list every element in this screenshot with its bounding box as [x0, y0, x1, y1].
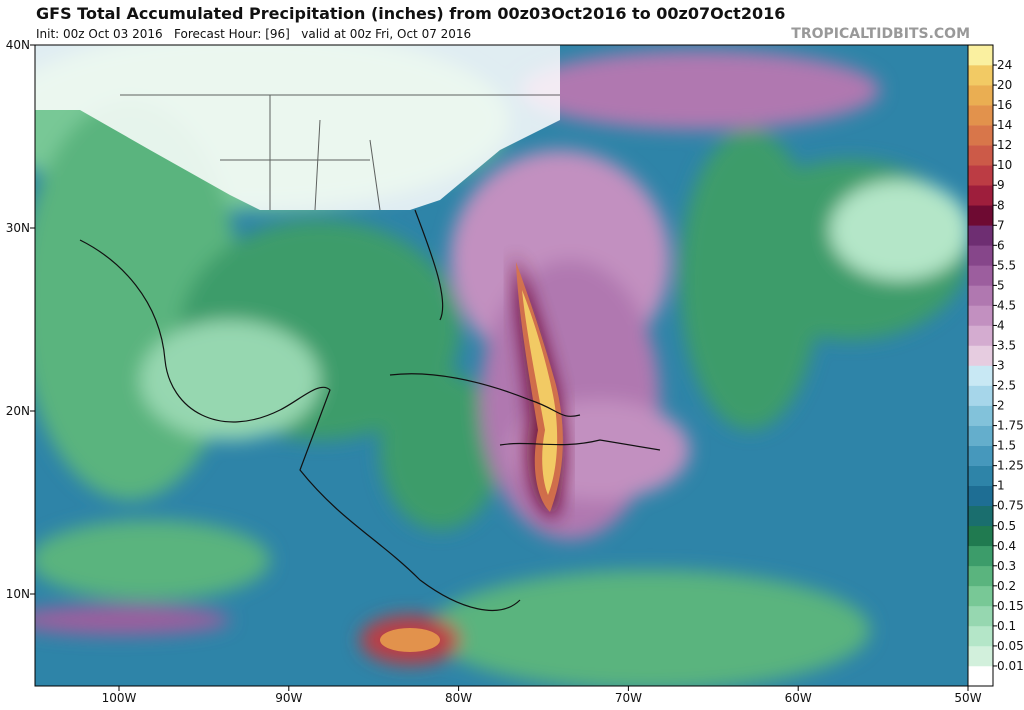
colorbar-swatch — [968, 405, 993, 426]
colorbar-swatch — [968, 205, 993, 226]
colorbar-swatch — [968, 585, 993, 607]
colorbar-label: 2.5 — [997, 379, 1016, 393]
lon-label: 60W — [785, 691, 812, 705]
colorbar-label: 10 — [997, 158, 1012, 172]
colorbar-label: 5 — [997, 278, 1005, 292]
colorbar-label: 16 — [997, 98, 1012, 112]
colorbar-label: 1.75 — [997, 419, 1024, 433]
colorbar-swatch — [968, 625, 993, 647]
colorbar-swatch — [968, 125, 993, 146]
colorbar-swatch — [968, 645, 993, 667]
colorbar-swatch — [968, 245, 993, 266]
lon-label: 50W — [954, 691, 981, 705]
colorbar-swatch — [968, 545, 993, 567]
colorbar-swatch — [968, 85, 993, 106]
colorbar-swatch — [968, 485, 993, 507]
lon-label: 70W — [615, 691, 642, 705]
colorbar-swatch — [968, 525, 993, 547]
colorbar-swatch — [968, 365, 993, 386]
colorbar-label: 0.1 — [997, 619, 1016, 633]
colorbar-label: 14 — [997, 118, 1012, 132]
lon-label: 80W — [445, 691, 472, 705]
colorbar-swatch — [968, 65, 993, 86]
colorbar-swatch — [968, 285, 993, 306]
colorbar-label: 0.75 — [997, 499, 1024, 513]
colorbar-swatch — [968, 425, 993, 446]
colorbar-label: 1.25 — [997, 459, 1024, 473]
colorbar-swatch — [968, 345, 993, 366]
colorbar-label: 6 — [997, 238, 1005, 252]
colorbar-label: 0.2 — [997, 579, 1016, 593]
colorbar-swatch — [968, 325, 993, 346]
colorbar-label: 0.01 — [997, 659, 1024, 673]
colorbar-label: 0.15 — [997, 599, 1024, 613]
colorbar-label: 9 — [997, 178, 1005, 192]
colorbar-label: 1 — [997, 479, 1005, 493]
colorbar-swatch — [968, 445, 993, 466]
colorbar-swatch — [968, 305, 993, 326]
lon-label: 90W — [275, 691, 302, 705]
colorbar-swatch — [968, 225, 993, 246]
colorbar-swatch — [968, 665, 993, 687]
colorbar-swatch — [968, 385, 993, 406]
colorbar-swatch — [968, 605, 993, 627]
colorbar-label: 0.3 — [997, 559, 1016, 573]
precip-field — [35, 45, 968, 686]
colorbar: 0.01 0.05 0.1 0.15 0.2 0.3 0.4 0.5 0.75 1 1.25 1.5 1… — [967, 44, 1024, 687]
colorbar-swatch — [968, 185, 993, 206]
colorbar-swatch — [968, 145, 993, 166]
colorbar-label: 20 — [997, 78, 1012, 92]
colorbar-label: 7 — [997, 218, 1005, 232]
colorbar-swatch — [968, 505, 993, 527]
colorbar-label: 4.5 — [997, 298, 1016, 312]
colorbar-label: 8 — [997, 198, 1005, 212]
colorbar-swatch — [968, 165, 993, 186]
colorbar-swatch — [968, 45, 993, 66]
lat-label: 40N — [6, 38, 30, 52]
colorbar-label: 5.5 — [997, 258, 1016, 272]
colorbar-label: 4 — [997, 318, 1005, 332]
colorbar-label: 1.5 — [997, 439, 1016, 453]
colorbar-label: 2 — [997, 399, 1005, 413]
lat-label: 30N — [6, 221, 30, 235]
colorbar-label: 0.4 — [997, 539, 1016, 553]
credit: TROPICALTIDBITS.COM — [791, 26, 970, 42]
lat-label: 10N — [6, 587, 30, 601]
title: GFS Total Accumulated Precipitation (inc… — [36, 4, 785, 23]
colorbar-label: 0.5 — [997, 519, 1016, 533]
colorbar-swatch — [968, 265, 993, 286]
colorbar-label: 12 — [997, 138, 1012, 152]
colorbar-label: 0.05 — [997, 639, 1024, 653]
colorbar-swatch — [968, 105, 993, 126]
colorbar-label: 3 — [997, 359, 1005, 373]
colorbar-swatch — [968, 565, 993, 587]
colorbar-label: 24 — [997, 58, 1012, 72]
lat-label: 20N — [6, 404, 30, 418]
subtitle: Init: 00z Oct 03 2016 Forecast Hour: [96… — [36, 27, 471, 41]
colorbar-swatch — [968, 465, 993, 486]
colorbar-label: 3.5 — [997, 338, 1016, 352]
lon-label: 100W — [102, 691, 137, 705]
